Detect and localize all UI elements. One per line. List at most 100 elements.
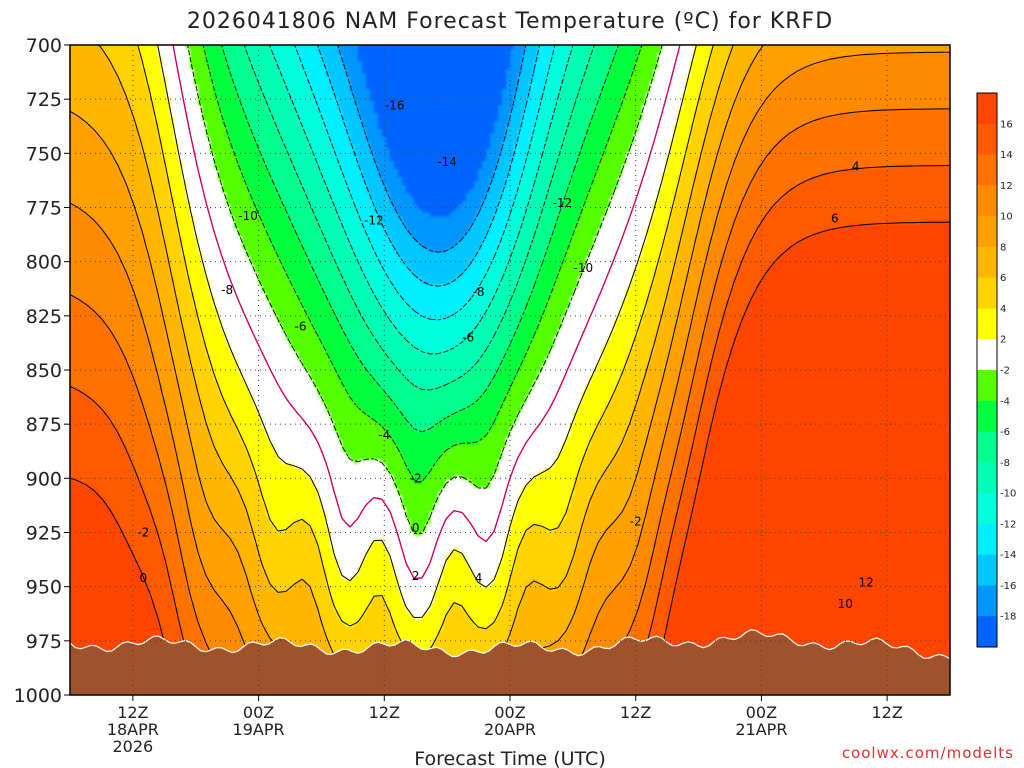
colorbar-tick-label: 12 bbox=[1000, 181, 1013, 192]
contour-10 bbox=[70, 51, 950, 695]
colorbar-bin bbox=[977, 246, 997, 279]
y-tick-label: 700 bbox=[26, 35, 62, 57]
contour-label: -12 bbox=[553, 196, 573, 210]
x-tick-label: 12Z bbox=[369, 703, 400, 722]
contour-label: -12 bbox=[364, 214, 384, 228]
colorbar-bin bbox=[977, 154, 997, 186]
y-tick-label: 900 bbox=[26, 468, 62, 490]
y-tick-label: 925 bbox=[26, 523, 62, 545]
colorbar-bin bbox=[977, 616, 997, 648]
contour-2 bbox=[157, 45, 697, 619]
x-tick-label: 18APR bbox=[107, 720, 159, 739]
colorbar-bin bbox=[977, 123, 997, 156]
colorbar-tick-label: -6 bbox=[1000, 427, 1010, 438]
y-tick-label: 800 bbox=[26, 252, 62, 274]
contour-label: 0 bbox=[140, 571, 148, 585]
contour-label: -2 bbox=[410, 471, 422, 485]
colorbar-tick-label: 14 bbox=[1000, 150, 1013, 161]
colorbar-bin bbox=[977, 400, 997, 433]
contour-4 bbox=[137, 45, 714, 657]
x-axis-label: Forecast Time (UTC) bbox=[414, 748, 605, 768]
contour-label: -4 bbox=[378, 428, 390, 442]
y-tick-label: 875 bbox=[26, 414, 62, 436]
contour-label: -2 bbox=[630, 515, 642, 529]
contour-label: -2 bbox=[137, 526, 149, 540]
x-tick-label: 2026 bbox=[112, 737, 153, 756]
contour-label: -8 bbox=[221, 283, 233, 297]
colorbar-tick-label: -12 bbox=[1000, 519, 1016, 530]
x-tick-label: 12Z bbox=[117, 703, 148, 722]
x-tick-label: 00Z bbox=[494, 703, 525, 722]
contour-label: 6 bbox=[831, 211, 839, 225]
chart-title: 2026041806 NAM Forecast Temperature (ºC)… bbox=[187, 9, 833, 34]
contour--16 bbox=[337, 45, 527, 253]
x-tick-label: 00Z bbox=[746, 703, 777, 722]
contour-labels: -16 -14 -12 -12 -10 -10 -8 -8 -6 -6 -4 -2 -2 -2 0 0 2 4 4 6… bbox=[137, 99, 873, 611]
y-tick-label: 950 bbox=[26, 577, 62, 599]
contour-label: 10 bbox=[838, 597, 853, 611]
y-tick-label: 850 bbox=[26, 360, 62, 382]
colorbar-tick-label: 2 bbox=[1000, 335, 1006, 346]
contour-label: -10 bbox=[574, 261, 594, 275]
contour-label: -16 bbox=[385, 99, 405, 113]
contour-lines bbox=[70, 45, 950, 695]
y-axis: 700 725 750 775 800 825 850 875 900 925 950 975 1000 bbox=[14, 35, 70, 707]
y-tick-label: 725 bbox=[26, 89, 62, 111]
contour-label: 2 bbox=[412, 569, 420, 583]
contour-label: -6 bbox=[462, 331, 474, 345]
contour-12 bbox=[70, 108, 950, 695]
terrain-fill bbox=[70, 629, 950, 695]
y-tick-label: 750 bbox=[26, 143, 62, 165]
colorbar-bin bbox=[977, 216, 997, 248]
contour--12 bbox=[294, 45, 556, 321]
colorbar-tick-label: 10 bbox=[1000, 212, 1013, 223]
colorbar-tick-label: 16 bbox=[1000, 119, 1013, 130]
colorbar-tick-label: -8 bbox=[1000, 458, 1010, 469]
colorbar-tick-label: -4 bbox=[1000, 396, 1010, 407]
colorbar-bin bbox=[977, 585, 997, 617]
contour-label: 4 bbox=[475, 571, 483, 585]
terrain-polygon bbox=[70, 629, 950, 695]
colorbar-bin bbox=[977, 308, 997, 340]
y-tick-label: 975 bbox=[26, 631, 62, 653]
colorbar-tick-label: 8 bbox=[1000, 242, 1006, 253]
x-tick-label: 21APR bbox=[735, 720, 787, 739]
contour--8 bbox=[243, 45, 595, 391]
colorbar-bin bbox=[977, 370, 997, 402]
colorbar-tick-label: -10 bbox=[1000, 489, 1016, 500]
contour--4 bbox=[202, 45, 643, 483]
contour-label: 0 bbox=[412, 521, 420, 535]
colorbar-tick-label: -14 bbox=[1000, 550, 1016, 561]
x-tick-label: 20APR bbox=[484, 720, 536, 739]
colorbar-bin bbox=[977, 185, 997, 217]
colorbar-bin bbox=[977, 554, 997, 586]
colorbar-tick-label: -16 bbox=[1000, 581, 1016, 592]
colorbar-tick-label: 4 bbox=[1000, 304, 1006, 315]
contour-label: -10 bbox=[238, 209, 258, 223]
x-tick-label: 12Z bbox=[620, 703, 651, 722]
x-tick-label: 12Z bbox=[871, 703, 902, 722]
credit-text: coolwx.com/modelts bbox=[842, 744, 1014, 762]
colorbar: 16 14 12 10 8 6 4 2 -2 -4 -6 -8 -10 -12 -14 -16 -18 bbox=[976, 92, 1016, 648]
x-tick-label: 00Z bbox=[243, 703, 274, 722]
x-tick-label: 19APR bbox=[233, 720, 285, 739]
colorbar-frame bbox=[976, 92, 998, 648]
colorbar-bin bbox=[977, 277, 997, 309]
colorbar-bin bbox=[977, 493, 997, 525]
y-tick-label: 825 bbox=[26, 306, 62, 328]
contour-label: 4 bbox=[852, 159, 860, 173]
colorbar-bin bbox=[977, 462, 997, 494]
contour-0 bbox=[172, 45, 681, 580]
colorbar-tick-label: -2 bbox=[1000, 366, 1010, 377]
y-tick-label: 775 bbox=[26, 198, 62, 220]
colorbar-bin bbox=[977, 431, 997, 463]
y-tick-label: 1000 bbox=[14, 685, 62, 707]
contour-label: 12 bbox=[859, 575, 874, 589]
colorbar-bin bbox=[977, 523, 997, 556]
colorbar-tick-label: -18 bbox=[1000, 612, 1016, 623]
colorbar-bin bbox=[977, 339, 997, 371]
contour-label: -6 bbox=[294, 320, 306, 334]
contour-label: -14 bbox=[437, 155, 457, 169]
